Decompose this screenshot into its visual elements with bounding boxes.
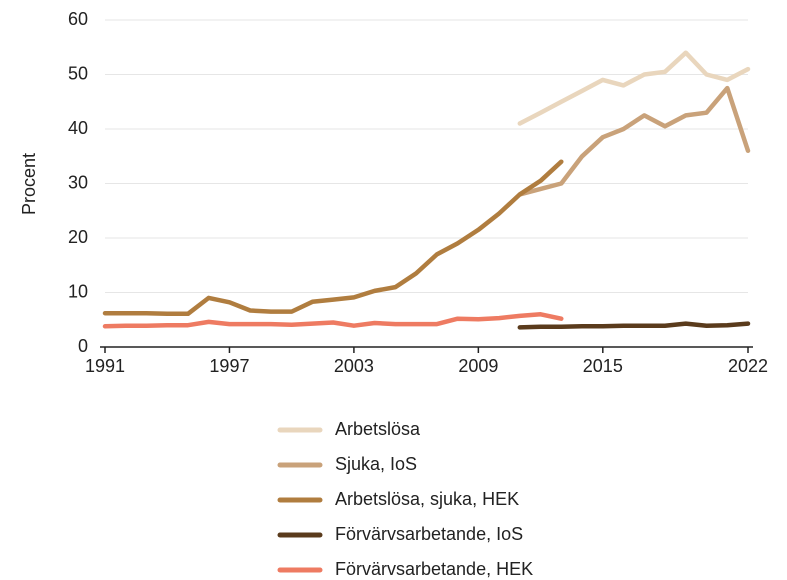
legend-label: Sjuka, IoS [335,454,417,474]
x-tick-label: 1997 [209,356,249,376]
x-tick-label: 1991 [85,356,125,376]
y-tick-label: 20 [68,227,88,247]
legend-label: Förvärvsarbetande, HEK [335,559,533,579]
y-tick-label: 40 [68,118,88,138]
line-series [102,312,564,329]
x-tick-label: 2022 [728,356,768,376]
line-series [517,321,751,330]
y-tick-label: 50 [68,63,88,83]
legend-label: Förvärvsarbetande, IoS [335,524,523,544]
y-tick-label: 60 [68,9,88,29]
x-tick-label: 2015 [583,356,623,376]
y-axis-label: Procent [19,153,39,215]
y-tick-label: 30 [68,172,88,192]
legend-label: Arbetslösa [335,419,421,439]
line-series [517,85,751,197]
line-series [102,159,564,317]
x-tick-label: 2003 [334,356,374,376]
legend-label: Arbetslösa, sjuka, HEK [335,489,519,509]
y-tick-label: 10 [68,281,88,301]
y-tick-label: 0 [78,336,88,356]
line-series [517,50,751,126]
x-tick-label: 2009 [458,356,498,376]
